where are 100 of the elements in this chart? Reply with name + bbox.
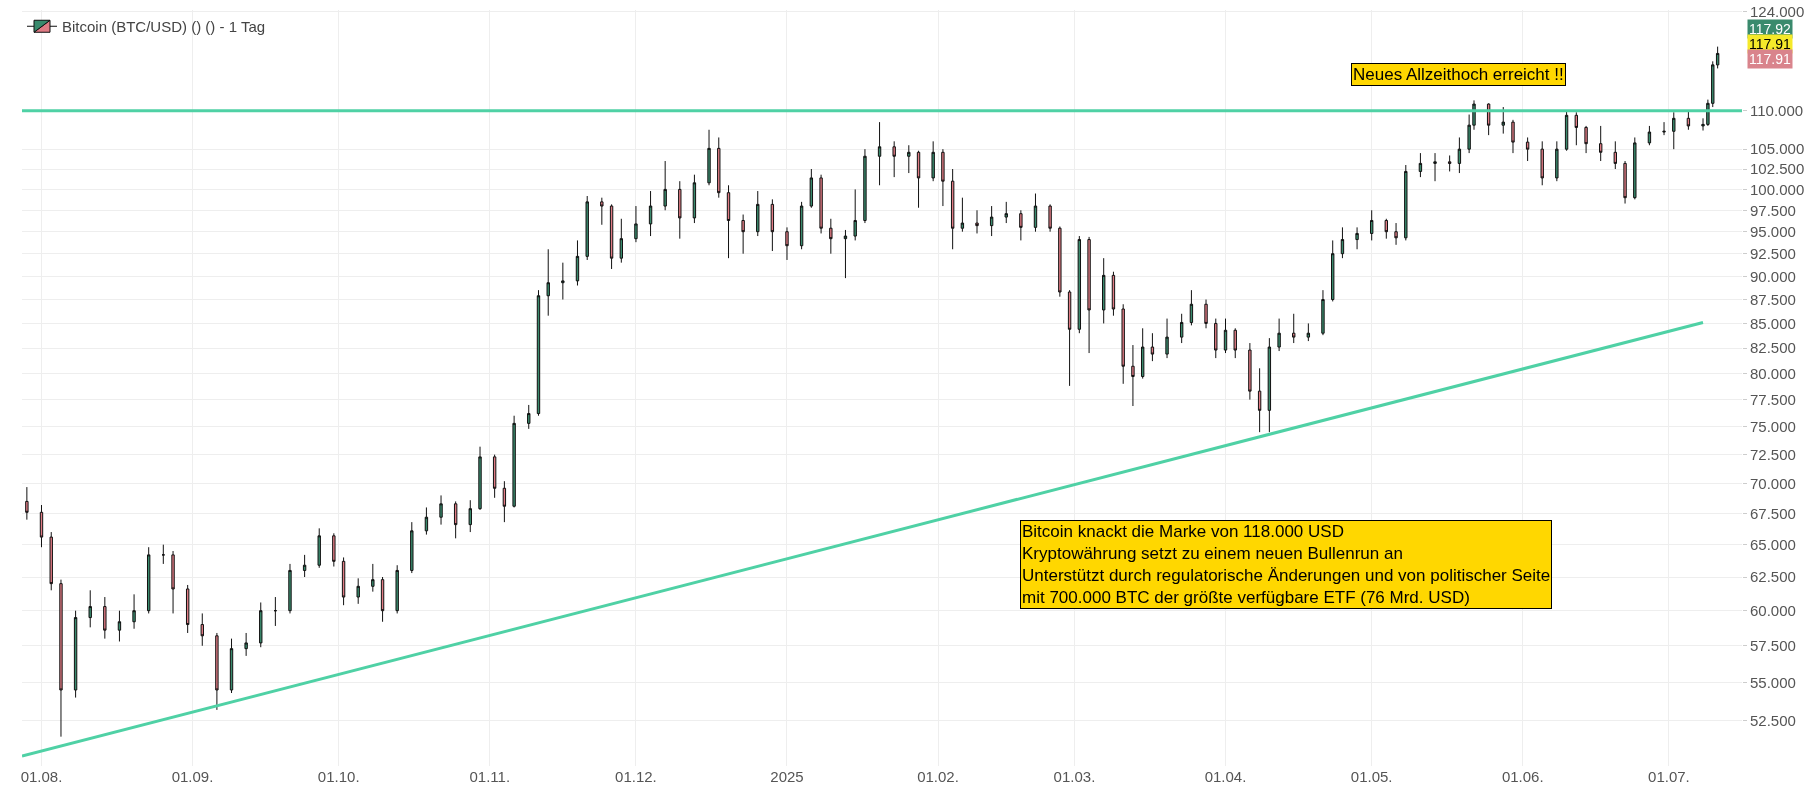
candlestick (39, 504, 44, 548)
candlestick (1555, 140, 1559, 182)
candlestick (916, 150, 921, 209)
candlestick (1165, 318, 1169, 359)
candlestick (1131, 344, 1135, 407)
y-tick-label: 87.500 (1750, 290, 1796, 308)
candlestick (1121, 303, 1125, 385)
legend-label: Bitcoin (BTC/USD) () () - 1 Tag (62, 18, 266, 36)
candlestick (288, 563, 292, 614)
y-tick-label: 110.000 (1750, 102, 1804, 120)
candlestick (585, 195, 589, 261)
candlestick (1369, 209, 1374, 241)
y-tick-label: 65.000 (1750, 535, 1796, 553)
candlestick (892, 140, 896, 178)
candlestick (853, 188, 857, 241)
candlestick (103, 596, 107, 640)
candlestick (819, 174, 823, 234)
candlestick (185, 584, 190, 634)
candlestick (1306, 322, 1311, 342)
candlestick (756, 190, 760, 237)
candlestick (1248, 342, 1252, 401)
candlestick (492, 454, 497, 499)
y-tick-label: 90.000 (1750, 267, 1796, 285)
candlestick (439, 494, 443, 526)
candlestick (25, 486, 29, 521)
candlestick (1019, 209, 1023, 241)
y-tick-label: 60.000 (1750, 601, 1796, 619)
x-tick-label: 01.02. (917, 768, 959, 785)
candlestick (1257, 367, 1262, 433)
candlestick (634, 205, 638, 243)
text: 117.92 (1749, 21, 1791, 37)
candlestick (88, 589, 92, 628)
x-tick-label: 01.10. (317, 768, 360, 785)
y-tick-label: 85.000 (1750, 314, 1796, 332)
candlestick (1355, 226, 1359, 250)
candlestick (1662, 121, 1666, 136)
candlestick (1686, 110, 1691, 131)
y-tick-label: 67.500 (1750, 504, 1796, 522)
candlestick (1140, 327, 1145, 380)
candlestick (692, 174, 697, 224)
candlestick (619, 218, 624, 264)
candlestick (726, 184, 731, 259)
candlestick (395, 564, 399, 614)
x-tick-label: 01.09. (171, 768, 214, 785)
text: 117.91 (1749, 51, 1791, 67)
candlestick (950, 168, 955, 250)
candlestick (1525, 136, 1530, 162)
candlestick (161, 544, 165, 565)
candlestick (132, 593, 136, 630)
candlestick (1058, 226, 1062, 298)
annotation: Neues Allzeithoch erreicht !! (1353, 65, 1564, 84)
y-tick-label: 72.500 (1750, 445, 1796, 463)
candlestick (941, 148, 945, 207)
candlestick (546, 248, 550, 317)
candlestick (1223, 318, 1228, 354)
candlestick (1564, 110, 1569, 152)
candlestick (229, 638, 234, 694)
candlestick (356, 577, 360, 605)
candlestick (1384, 218, 1388, 240)
candlestick (960, 197, 965, 233)
y-tick-label: 77.500 (1750, 390, 1796, 408)
x-tick-label: 01.06. (1501, 768, 1544, 785)
candlestick (843, 229, 848, 279)
candlestick (1599, 125, 1603, 162)
y-tick-label: 75.000 (1750, 417, 1796, 435)
candlestick (799, 201, 804, 250)
candlestick (302, 554, 307, 578)
candlestick (1233, 327, 1237, 359)
candlestick (410, 521, 414, 574)
candlestick (717, 136, 721, 199)
candlestick (1150, 332, 1155, 362)
candlestick (770, 198, 775, 252)
candlestick (707, 129, 711, 186)
candlestick (1067, 289, 1072, 387)
candlestick (200, 612, 204, 647)
candlestick (989, 205, 994, 237)
candlestick (1447, 154, 1452, 172)
candlestick (215, 632, 219, 711)
candlestick (1004, 201, 1008, 224)
candlestick (468, 499, 472, 533)
x-tick-label: 01.05. (1350, 768, 1393, 785)
text: 117.91 (1749, 36, 1791, 52)
candlestick (931, 140, 935, 182)
candlestick (1623, 160, 1627, 205)
y-tick-label: 57.500 (1750, 637, 1796, 655)
candlestick (317, 527, 321, 569)
candlestick (1501, 106, 1505, 135)
y-tick-label: 62.500 (1750, 568, 1796, 586)
candlestick (1087, 236, 1091, 354)
candlestick (259, 601, 263, 648)
candlestick (453, 500, 458, 539)
candlestick (73, 610, 78, 699)
candlestick (1574, 111, 1579, 146)
candlestick (380, 576, 385, 623)
candlestick (648, 190, 653, 237)
candlestick (1033, 193, 1038, 233)
candlestick (1048, 203, 1052, 233)
candlestick (1647, 125, 1652, 146)
candlestick (1204, 299, 1208, 329)
candlestick (863, 148, 867, 224)
